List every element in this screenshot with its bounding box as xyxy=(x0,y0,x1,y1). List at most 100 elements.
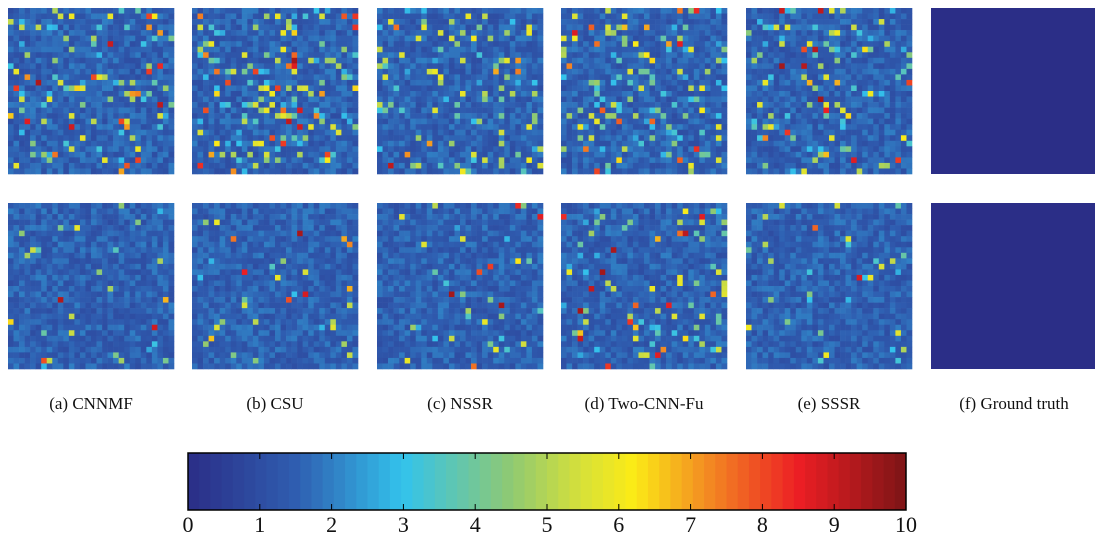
pixel xyxy=(146,85,152,91)
pixel xyxy=(790,52,796,58)
pixel xyxy=(774,58,780,64)
pixel xyxy=(19,47,25,53)
pixel xyxy=(644,163,650,169)
pixel xyxy=(421,157,427,163)
pixel xyxy=(130,247,136,253)
pixel xyxy=(236,69,242,75)
pixel xyxy=(835,69,841,75)
pixel xyxy=(683,157,689,163)
pixel xyxy=(752,124,758,130)
pixel xyxy=(347,19,353,25)
pixel xyxy=(532,102,538,108)
pixel xyxy=(97,30,103,36)
pixel xyxy=(438,113,444,119)
pixel xyxy=(63,63,69,69)
pixel xyxy=(666,135,672,141)
pixel xyxy=(884,41,890,47)
pixel xyxy=(383,69,389,75)
pixel xyxy=(774,168,780,174)
pixel xyxy=(790,130,796,136)
pixel xyxy=(25,242,31,248)
pixel xyxy=(269,69,275,75)
pixel xyxy=(47,52,53,58)
pixel xyxy=(163,113,169,119)
pixel xyxy=(314,63,320,69)
pixel xyxy=(258,119,264,125)
pixel xyxy=(325,102,331,108)
pixel xyxy=(572,108,578,114)
pixel xyxy=(130,286,136,292)
pixel xyxy=(862,102,868,108)
pixel xyxy=(130,253,136,259)
pixel xyxy=(102,253,108,259)
pixel xyxy=(119,124,125,130)
pixel xyxy=(427,63,433,69)
pixel xyxy=(421,119,427,125)
pixel xyxy=(532,91,538,97)
pixel xyxy=(454,25,460,31)
pixel xyxy=(135,14,141,20)
pixel xyxy=(438,130,444,136)
pixel xyxy=(683,69,689,75)
pixel xyxy=(721,19,727,25)
pixel xyxy=(168,108,174,114)
pixel xyxy=(80,135,86,141)
pixel xyxy=(763,36,769,42)
pixel xyxy=(225,168,231,174)
pixel xyxy=(616,102,622,108)
pixel xyxy=(890,119,896,125)
pixel xyxy=(672,36,678,42)
pixel xyxy=(857,69,863,75)
pixel xyxy=(85,108,91,114)
pixel xyxy=(399,152,405,158)
pixel xyxy=(47,275,53,281)
pixel xyxy=(840,141,846,147)
pixel xyxy=(823,141,829,147)
pixel xyxy=(768,124,774,130)
pixel xyxy=(851,102,857,108)
pixel xyxy=(214,41,220,47)
pixel xyxy=(97,135,103,141)
pixel xyxy=(330,130,336,136)
pixel xyxy=(8,280,14,286)
pixel xyxy=(594,36,600,42)
pixel xyxy=(471,8,477,14)
pixel xyxy=(454,108,460,114)
pixel xyxy=(466,91,472,97)
pixel xyxy=(269,152,275,158)
pixel xyxy=(388,30,394,36)
pixel xyxy=(347,130,353,136)
pixel xyxy=(330,102,336,108)
pixel xyxy=(63,253,69,259)
pixel xyxy=(504,119,510,125)
pixel xyxy=(627,146,633,152)
pixel xyxy=(63,163,69,169)
pixel xyxy=(113,91,119,97)
pixel xyxy=(85,264,91,270)
pixel xyxy=(526,47,532,53)
pixel xyxy=(113,146,119,152)
pixel xyxy=(286,124,292,130)
pixel xyxy=(752,47,758,53)
pixel xyxy=(510,74,516,80)
pixel xyxy=(341,8,347,14)
pixel xyxy=(308,113,314,119)
pixel xyxy=(58,25,64,31)
pixel xyxy=(113,108,119,114)
pixel xyxy=(25,91,31,97)
pixel xyxy=(901,135,907,141)
pixel xyxy=(119,247,125,253)
pixel xyxy=(58,80,64,86)
pixel xyxy=(69,203,75,209)
pixel xyxy=(823,97,829,103)
pixel xyxy=(168,102,174,108)
pixel xyxy=(785,36,791,42)
pixel xyxy=(895,52,901,58)
pixel xyxy=(247,58,253,64)
pixel xyxy=(779,58,785,64)
pixel xyxy=(688,14,694,20)
pixel xyxy=(655,152,661,158)
pixel xyxy=(330,163,336,169)
pixel xyxy=(661,80,667,86)
pixel xyxy=(710,41,716,47)
